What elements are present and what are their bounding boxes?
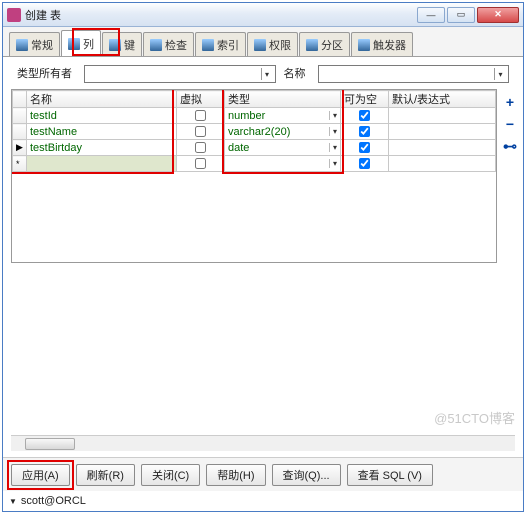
virtual-checkbox[interactable] (195, 142, 206, 153)
nullable-checkbox[interactable] (359, 142, 370, 153)
query-button[interactable]: 查询(Q)... (272, 464, 341, 486)
checks-icon (150, 39, 162, 51)
chevron-down-icon: ▾ (494, 68, 506, 80)
status-bar: ▼ scott@ORCL (3, 491, 523, 511)
help-button[interactable]: 帮助(H) (206, 464, 265, 486)
name-combo[interactable]: ▾ (318, 65, 510, 83)
tab-general[interactable]: 常规 (9, 32, 60, 56)
close-dialog-button[interactable]: 关闭(C) (141, 464, 200, 486)
window-title: 创建 表 (25, 7, 415, 23)
col-header-virtual[interactable]: 虚拟 (177, 91, 225, 108)
tab-partitions[interactable]: 分区 (299, 32, 350, 56)
cell-nullable[interactable] (341, 140, 389, 156)
nullable-checkbox[interactable] (359, 110, 370, 121)
chevron-down-icon: ▼ (9, 497, 17, 506)
privs-icon (254, 39, 266, 51)
chevron-down-icon: ▾ (261, 68, 273, 80)
tab-label: 索引 (217, 37, 239, 53)
columns-grid[interactable]: 名称 虚拟 类型 可为空 默认/表达式 testIdnumber▾testNam… (11, 89, 497, 263)
other-row-button[interactable]: ⊷ (503, 139, 517, 153)
button-bar: 应用(A) 刷新(R) 关闭(C) 帮助(H) 查询(Q)... 查看 SQL … (3, 457, 523, 491)
name-label: 名称 (284, 65, 306, 83)
cell-default[interactable] (389, 108, 496, 124)
indexes-icon (202, 39, 214, 51)
minimize-button[interactable]: — (417, 7, 445, 23)
cell-virtual[interactable] (177, 140, 225, 156)
tab-label: 分区 (321, 37, 343, 53)
horizontal-scrollbar[interactable] (11, 435, 515, 451)
owner-label: 类型所有者 (17, 65, 72, 83)
triggers-icon (358, 39, 370, 51)
cell-default[interactable] (389, 124, 496, 140)
tab-label: 常规 (31, 37, 53, 53)
close-button[interactable]: ✕ (477, 7, 519, 23)
connection-label: scott@ORCL (21, 495, 86, 507)
view-sql-button[interactable]: 查看 SQL (V) (347, 464, 433, 486)
add-row-button[interactable]: + (503, 95, 517, 109)
cell-default[interactable] (389, 156, 496, 172)
cell-nullable[interactable] (341, 124, 389, 140)
col-header-default[interactable]: 默认/表达式 (389, 91, 496, 108)
dialog-body: 类型所有者 ▾ 名称 ▾ 名称 虚拟 类型 可为空 默认/表达式 testIdn… (3, 57, 523, 457)
virtual-checkbox[interactable] (195, 158, 206, 169)
maximize-button[interactable]: ▭ (447, 7, 475, 23)
tab-indexes[interactable]: 索引 (195, 32, 246, 56)
cell-nullable[interactable] (341, 108, 389, 124)
dialog-window: 创建 表 — ▭ ✕ 常规列键检查索引权限分区触发器 类型所有者 ▾ 名称 ▾ … (2, 2, 524, 512)
partitions-icon (306, 39, 318, 51)
tab-checks[interactable]: 检查 (143, 32, 194, 56)
cell-virtual[interactable] (177, 108, 225, 124)
highlight-columns-tab (72, 28, 120, 56)
cell-nullable[interactable] (341, 156, 389, 172)
tab-label: 权限 (269, 37, 291, 53)
filter-row: 类型所有者 ▾ 名称 ▾ (17, 65, 509, 83)
virtual-checkbox[interactable] (195, 126, 206, 137)
cell-default[interactable] (389, 140, 496, 156)
virtual-checkbox[interactable] (195, 110, 206, 121)
cell-virtual[interactable] (177, 156, 225, 172)
nullable-checkbox[interactable] (359, 158, 370, 169)
tab-label: 键 (124, 37, 135, 53)
remove-row-button[interactable]: − (503, 117, 517, 131)
titlebar[interactable]: 创建 表 — ▭ ✕ (3, 3, 523, 27)
scrollbar-thumb[interactable] (25, 438, 75, 450)
tab-triggers[interactable]: 触发器 (351, 32, 413, 56)
app-icon (7, 8, 21, 22)
refresh-button[interactable]: 刷新(R) (76, 464, 135, 486)
highlight-type-column (222, 89, 344, 174)
nullable-checkbox[interactable] (359, 126, 370, 137)
tab-label: 触发器 (373, 37, 406, 53)
grid-side-buttons: + − ⊷ (503, 95, 517, 153)
col-header-nullable[interactable]: 可为空 (341, 91, 389, 108)
cell-virtual[interactable] (177, 124, 225, 140)
owner-combo[interactable]: ▾ (84, 65, 276, 83)
tab-label: 检查 (165, 37, 187, 53)
general-icon (16, 39, 28, 51)
highlight-apply (7, 460, 74, 490)
highlight-name-column (11, 89, 174, 174)
tab-privs[interactable]: 权限 (247, 32, 298, 56)
